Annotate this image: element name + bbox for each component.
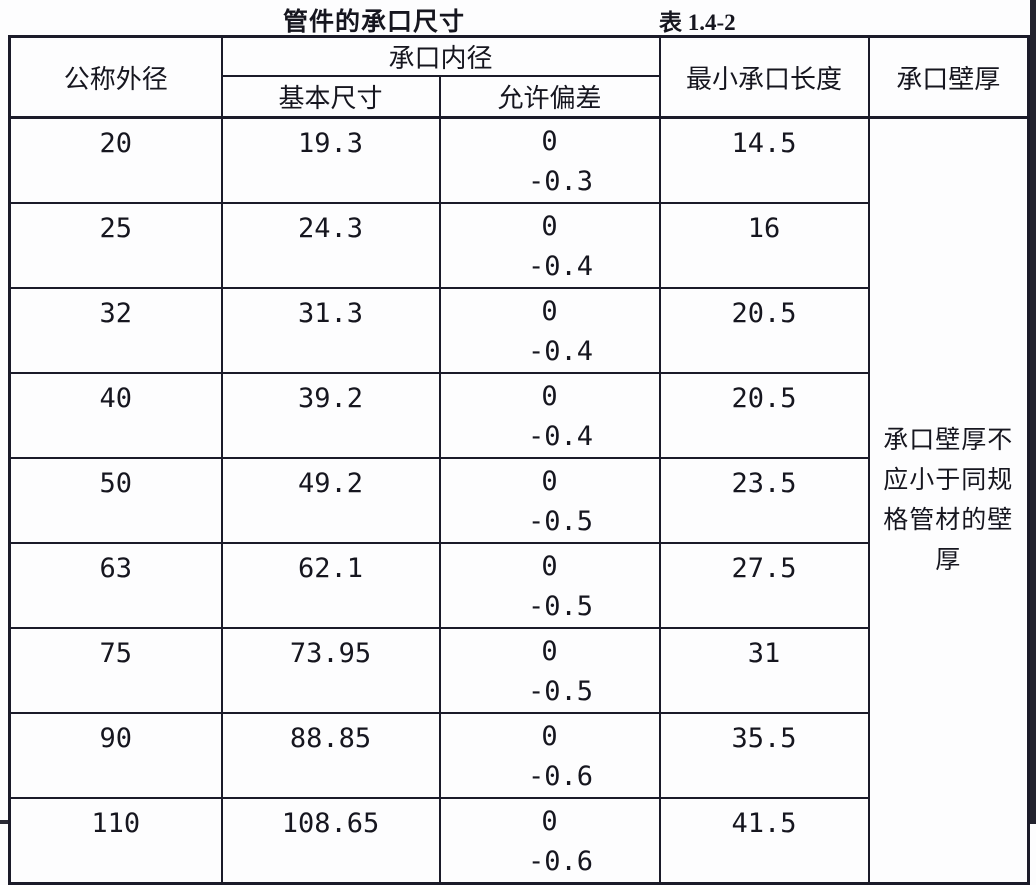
cell-min-length: 23.5	[658, 457, 870, 544]
deviation-upper: 0	[541, 466, 558, 497]
cell-deviation: 0 -0.5	[438, 542, 661, 629]
cell-min-length: 16	[658, 202, 870, 289]
cell-deviation: 0 -0.6	[438, 712, 661, 799]
deviation-upper: 0	[541, 381, 558, 412]
cell-nominal: 50	[8, 457, 223, 544]
cell-deviation: 0 -0.6	[438, 797, 661, 885]
cell-nominal: 110	[8, 797, 223, 885]
cell-basic: 49.2	[220, 457, 441, 544]
header-basic-size: 基本尺寸	[220, 75, 441, 119]
cell-min-length: 41.5	[658, 797, 870, 885]
deviation-upper: 0	[541, 551, 558, 582]
wall-thickness-note-cell: 承口壁厚不应小于同规格管材的壁厚	[867, 116, 1030, 885]
cell-min-length: 35.5	[658, 712, 870, 799]
deviation-lower: -0.4	[527, 421, 594, 452]
table-row: 20 19.3 0 -0.3 14.5 承口壁厚不应小于同规格管材的壁厚	[8, 116, 1030, 885]
cell-nominal: 75	[8, 627, 223, 714]
cell-basic: 31.3	[220, 287, 441, 374]
cell-nominal: 63	[8, 542, 223, 629]
table-row: 75 73.95 0 -0.5 31	[8, 627, 1029, 714]
deviation-lower: -0.4	[527, 336, 594, 367]
socket-dimensions-table: 公称外径 承口内径 最小承口长度 承口壁厚 基本尺寸 允许偏差 20 19.3 …	[8, 35, 1031, 885]
page-right-edge	[1030, 0, 1036, 824]
cell-deviation: 0 -0.4	[438, 202, 661, 289]
cell-nominal: 32	[8, 287, 223, 374]
deviation-upper: 0	[541, 211, 558, 242]
cell-min-length: 27.5	[658, 542, 870, 629]
cell-deviation: 0 -0.5	[438, 457, 661, 544]
header-row-sub: 基本尺寸 允许偏差	[10, 75, 1029, 119]
cell-basic: 39.2	[220, 372, 441, 459]
cell-deviation: 0 -0.4	[438, 287, 661, 374]
cell-min-length: 20.5	[658, 372, 870, 459]
header-allowed-deviation: 允许偏差	[438, 75, 661, 119]
deviation-lower: -0.6	[527, 846, 594, 877]
table-row: 63 62.1 0 -0.5 27.5	[8, 542, 1029, 629]
cell-min-length: 20.5	[658, 287, 870, 374]
cell-nominal: 20	[8, 116, 223, 204]
table-row: 25 24.3 0 -0.4 16	[8, 202, 1029, 289]
cell-basic: 19.3	[220, 116, 441, 204]
cell-deviation: 0 -0.3	[438, 116, 661, 204]
cell-basic: 88.85	[220, 712, 441, 799]
cell-deviation: 0 -0.4	[438, 372, 661, 459]
deviation-lower: -0.5	[527, 506, 594, 537]
table-row: 40 39.2 0 -0.4 20.5	[8, 372, 1029, 459]
deviation-upper: 0	[541, 721, 558, 752]
cell-basic: 24.3	[220, 202, 441, 289]
cell-nominal: 90	[8, 712, 223, 799]
deviation-upper: 0	[541, 636, 558, 667]
deviation-lower: -0.3	[527, 166, 594, 197]
table-row: 50 49.2 0 -0.5 23.5	[8, 457, 1029, 544]
deviation-upper: 0	[541, 296, 558, 327]
deviation-upper: 0	[541, 126, 558, 157]
header-socket-inner-diameter: 承口内径	[220, 35, 661, 77]
cell-nominal: 40	[8, 372, 223, 459]
deviation-lower: -0.5	[527, 591, 594, 622]
deviation-lower: -0.4	[527, 251, 594, 282]
cell-deviation: 0 -0.5	[438, 627, 661, 714]
wall-thickness-note: 承口壁厚不应小于同规格管材的壁厚	[883, 426, 1014, 574]
header-nominal-diameter: 公称外径	[8, 35, 223, 119]
cell-min-length: 31	[658, 627, 870, 714]
cell-basic: 73.95	[220, 627, 441, 714]
header-socket-wall-thickness: 承口壁厚	[867, 35, 1030, 119]
deviation-lower: -0.5	[527, 676, 594, 707]
page-title: 管件的承口尺寸	[283, 8, 466, 36]
header-row-top: 公称外径 承口内径 最小承口长度 承口壁厚	[8, 35, 1030, 119]
table-row: 90 88.85 0 -0.6 35.5	[8, 712, 1029, 799]
cell-basic: 62.1	[220, 542, 441, 629]
header-min-socket-length: 最小承口长度	[658, 35, 870, 119]
deviation-upper: 0	[541, 806, 558, 837]
table-row: 32 31.3 0 -0.4 20.5	[8, 287, 1029, 374]
table-number-label: 表 1.4-2	[659, 10, 736, 35]
cell-nominal: 25	[8, 202, 223, 289]
page-bottom-edge	[0, 820, 10, 824]
cell-basic: 108.65	[220, 797, 441, 885]
deviation-lower: -0.6	[527, 761, 594, 792]
cell-min-length: 14.5	[658, 116, 870, 204]
